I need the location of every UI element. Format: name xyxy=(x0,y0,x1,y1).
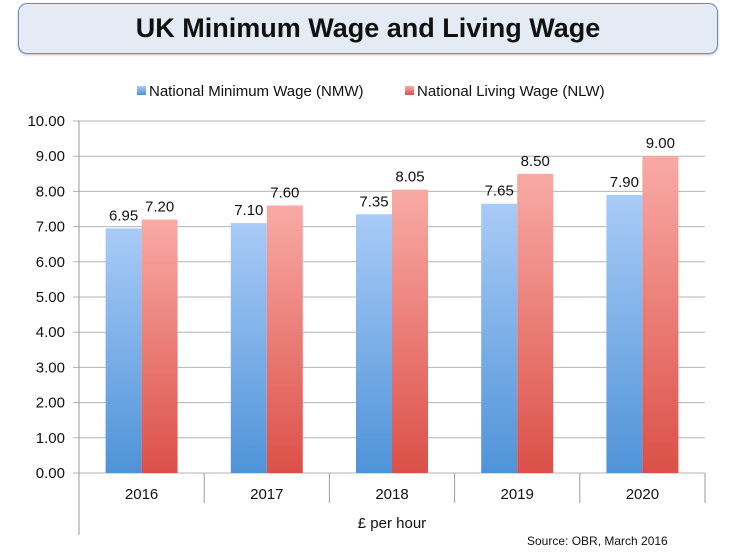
legend-label: National Minimum Wage (NMW) xyxy=(149,83,363,100)
y-tick-label: 8.00 xyxy=(36,183,65,200)
source-note: Source: OBR, March 2016 xyxy=(527,534,668,548)
data-label: 7.90 xyxy=(610,174,639,191)
y-tick-label: 6.00 xyxy=(36,254,65,271)
bar-nlw-2016 xyxy=(141,219,178,473)
bar-nmw-2019 xyxy=(481,203,518,473)
data-label: 7.20 xyxy=(145,199,174,216)
y-tick-label: 1.00 xyxy=(36,430,65,447)
y-tick-label: 0.00 xyxy=(36,465,65,482)
y-tick-label: 9.00 xyxy=(36,148,65,165)
data-label: 8.50 xyxy=(521,153,550,170)
data-label: 7.65 xyxy=(485,183,514,200)
y-tick-label: 2.00 xyxy=(36,395,65,412)
bar-nmw-2020 xyxy=(606,194,643,474)
chart-title-box: UK Minimum Wage and Living Wage xyxy=(18,3,718,54)
x-tick-label: 2019 xyxy=(501,486,534,503)
x-tick-label: 2020 xyxy=(626,486,659,503)
data-label: 7.10 xyxy=(234,202,263,219)
x-tick-label: 2018 xyxy=(375,486,408,503)
y-tick-label: 4.00 xyxy=(36,324,65,341)
y-tick-label: 3.00 xyxy=(36,359,65,376)
bar-nmw-2016 xyxy=(105,228,142,473)
y-tick-label: 7.00 xyxy=(36,219,65,236)
bar-nlw-2018 xyxy=(392,189,428,473)
bar-nlw-2019 xyxy=(517,173,554,474)
x-tick-label: 2017 xyxy=(250,486,283,503)
data-label: 6.95 xyxy=(109,207,138,224)
x-axis-label: £ per hour xyxy=(358,515,426,532)
legend-label: National Living Wage (NLW) xyxy=(417,83,605,100)
data-label: 7.60 xyxy=(270,184,299,201)
chart-title: UK Minimum Wage and Living Wage xyxy=(135,13,601,43)
legend-swatch xyxy=(137,86,146,95)
data-label: 9.00 xyxy=(646,135,675,152)
data-label: 7.35 xyxy=(359,193,388,210)
data-label: 8.05 xyxy=(395,169,424,186)
bar-nmw-2018 xyxy=(356,214,392,473)
bar-nmw-2017 xyxy=(230,223,267,473)
bar-nlw-2020 xyxy=(642,156,679,473)
bar-nlw-2017 xyxy=(266,205,303,474)
y-tick-label: 5.00 xyxy=(36,289,65,306)
x-tick-label: 2016 xyxy=(125,486,158,503)
legend-swatch xyxy=(405,86,414,95)
y-tick-label: 10.00 xyxy=(27,113,65,130)
